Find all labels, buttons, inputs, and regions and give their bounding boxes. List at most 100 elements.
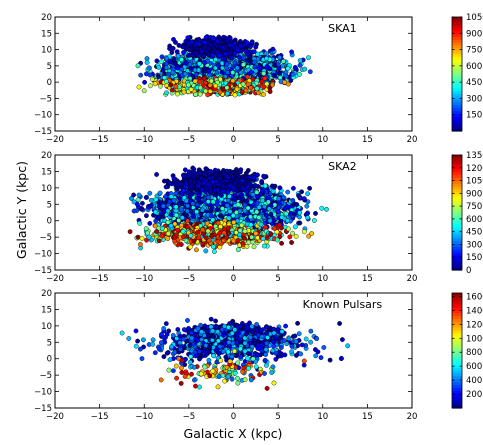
y-tick-label: −5: [39, 94, 52, 104]
data-point: [262, 76, 268, 81]
data-point: [244, 74, 250, 80]
data-point: [188, 87, 194, 92]
data-point: [224, 44, 230, 49]
x-tick-label: 20: [407, 135, 418, 145]
data-point: [324, 206, 329, 212]
x-tick-label: −10: [135, 135, 153, 145]
data-point: [197, 91, 203, 97]
data-point: [169, 87, 175, 93]
data-point: [247, 44, 253, 50]
data-point: [147, 83, 153, 89]
y-axis-label: Galactic Y (kpc): [14, 161, 29, 259]
data-point: [267, 85, 273, 91]
data-point: [139, 200, 145, 206]
data-point: [163, 65, 169, 71]
colorbar-tick-label: 300: [466, 94, 482, 104]
data-point: [158, 83, 163, 89]
x-tick-label: 10: [317, 135, 328, 145]
data-point: [234, 86, 240, 92]
data-point: [201, 67, 207, 73]
data-point: [269, 82, 275, 88]
data-point: [219, 69, 225, 75]
data-point: [230, 78, 236, 84]
data-point: [277, 71, 282, 77]
panels: −20 −15 −10 −5 0 5 10 15 2020151050−5−10−15SKA11…: [34, 13, 483, 422]
y-tick-label: 20: [41, 13, 52, 23]
data-point: [181, 50, 186, 55]
data-point: [144, 60, 150, 65]
data-point: [271, 73, 277, 78]
data-point: [270, 46, 276, 52]
data-point: [212, 65, 218, 71]
x-tick-label: 0: [231, 135, 236, 145]
data-point: [199, 49, 205, 54]
data-point: [188, 66, 194, 72]
data-point: [150, 76, 155, 82]
data-point: [197, 85, 203, 91]
data-point: [306, 55, 311, 61]
data-point: [175, 65, 181, 71]
colorbar-tick-label: 450: [466, 78, 482, 88]
data-point: [302, 66, 308, 72]
data-point: [264, 64, 270, 69]
data-point: [152, 81, 158, 87]
data-point: [277, 55, 283, 60]
data-point: [224, 61, 230, 67]
data-point: [261, 84, 267, 90]
data-point: [201, 53, 207, 59]
data-point: [179, 73, 185, 79]
data-point: [292, 65, 298, 70]
data-point: [164, 90, 169, 96]
data-point: [244, 40, 250, 46]
data-point: [194, 46, 200, 52]
data-point: [154, 58, 160, 64]
data-point: [215, 62, 221, 68]
data-point: [221, 34, 226, 40]
data-point: [187, 61, 193, 67]
data-point: [175, 53, 181, 59]
y-tick-label: −15: [34, 127, 52, 137]
data-point: [256, 72, 262, 78]
data-point: [180, 44, 186, 50]
y-tick-label: 5: [47, 62, 52, 72]
data-point: [179, 57, 185, 62]
data-point: [211, 45, 216, 51]
data-point: [225, 38, 231, 44]
data-point: [176, 43, 182, 48]
data-point: [210, 36, 216, 41]
panel-1: −20 −15 −10 −5 0 5 10 15 2020151050−5−10−15SKA21…: [34, 151, 483, 284]
colorbar-tick-label: 900: [466, 29, 482, 39]
data-point: [219, 65, 225, 71]
data-point: [232, 92, 238, 98]
data-point: [203, 88, 209, 94]
data-point: [183, 60, 189, 66]
data-point: [197, 79, 203, 85]
data-point: [248, 69, 254, 75]
data-point: [241, 55, 247, 61]
data-point: [264, 81, 270, 87]
scatter-points: [135, 34, 313, 98]
data-point: [256, 65, 262, 71]
data-point: [207, 82, 213, 88]
data-point: [254, 86, 260, 92]
data-point: [142, 79, 148, 85]
x-tick-label: −15: [91, 135, 109, 145]
data-point: [147, 72, 153, 78]
data-point: [206, 69, 211, 74]
data-point: [285, 81, 291, 87]
x-axis-label: Galactic X (kpc): [184, 426, 283, 441]
data-point: [168, 82, 174, 88]
data-point: [214, 39, 220, 44]
colorbar: 1050900750600450300150: [451, 13, 483, 132]
data-point: [251, 59, 257, 65]
data-point: [224, 85, 230, 91]
data-point: [136, 84, 142, 90]
scatter-points: [127, 165, 329, 255]
data-point: [282, 79, 287, 85]
data-point: [240, 81, 246, 87]
data-point: [213, 57, 219, 62]
data-point: [203, 35, 209, 40]
data-point: [285, 66, 291, 72]
